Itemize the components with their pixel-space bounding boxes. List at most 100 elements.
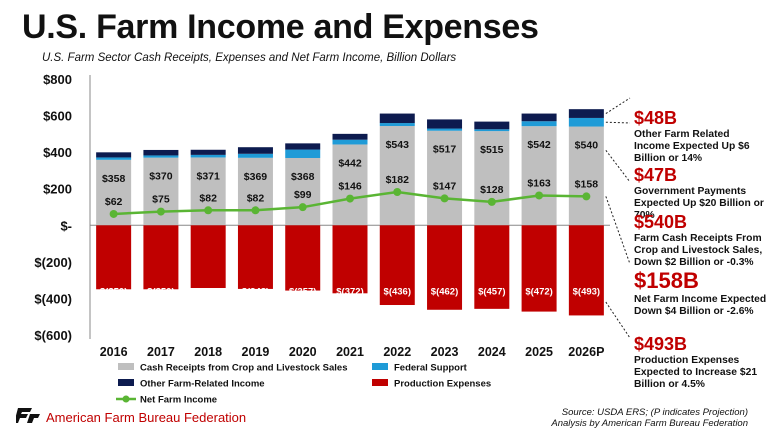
cash-receipts-label: $543 [386,139,410,151]
federal-support-bar [332,139,368,145]
net-farm-income-point [298,203,307,212]
cash-receipts-label: $370 [149,171,173,183]
federal-support-bar [568,117,604,127]
cash-receipts-label: $358 [102,173,126,185]
net-farm-income-label: $99 [294,189,312,201]
production-expenses-label: $(350) [147,286,174,297]
net-farm-income-label: $146 [338,181,362,193]
cash-receipts-bar [474,131,510,226]
cash-receipts-label: $517 [433,144,457,156]
annotation-text: Government Payments Expected Up $20 Bill… [634,186,764,221]
net-farm-income-point [440,194,449,203]
cash-receipts-label: $542 [527,139,551,151]
x-tick-label: 2022 [383,345,411,359]
production-expenses-bar [474,225,510,309]
net-farm-income-point [393,188,402,197]
federal-support-bar [285,149,321,158]
annotation-connector [605,301,631,339]
federal-support-bar [427,128,463,131]
cash-receipts-label: $515 [480,144,504,156]
y-tick-label: $- [60,218,72,233]
annotation-text: Production Expenses Expected to Increase… [634,355,758,390]
net-farm-income-point [156,207,165,216]
production-expenses-label: $(436) [384,286,411,297]
y-tick-label: $400 [43,145,72,160]
net-farm-income-label: $62 [105,196,123,208]
production-expenses-label: $(462) [431,286,458,297]
cash-receipts-label: $442 [338,157,362,169]
legend-swatch [372,379,388,386]
cash-receipts-bar [427,130,463,226]
net-farm-income-label: $128 [480,184,504,196]
legend-label: Federal Support [394,363,468,374]
production-expenses-label: $(457) [478,286,505,297]
annotation-3: $158B Net Farm Income Expected Down $4 Bi… [634,268,768,318]
y-tick-label: $(600) [34,328,72,343]
source-line: Source: USDA ERS; (P indicates Projectio… [561,407,748,418]
cash-receipts-bar [568,126,604,226]
other-income-bar [568,109,604,118]
other-income-bar [521,113,557,122]
other-income-bar [474,121,510,130]
other-income-bar [285,143,321,150]
brand-name: American Farm Bureau Federation [46,410,247,425]
other-income-bar [237,147,273,154]
net-farm-income-label: $147 [433,180,457,192]
net-farm-income-label: $82 [247,192,265,204]
y-tick-label: $600 [43,109,72,124]
x-tick-label: 2023 [431,345,459,359]
x-tick-label: 2017 [147,345,175,359]
legend-label: Net Farm Income [140,395,217,406]
y-tick-label: $(200) [34,255,72,270]
production-expenses-label: $(357) [289,286,316,297]
cash-receipts-label: $371 [197,170,221,182]
federal-support-bar [190,154,226,158]
legend-label: Other Farm-Related Income [140,379,265,390]
net-farm-income-label: $82 [199,192,217,204]
net-farm-income-point [487,197,496,206]
x-tick-label: 2019 [242,345,270,359]
production-expenses-label: $(472) [525,286,552,297]
net-farm-income-label: $75 [152,194,170,206]
x-tick-label: 2021 [336,345,364,359]
annotation-text: Other Farm Related Income Expected Up $6… [634,129,750,164]
federal-support-bar [379,123,415,126]
x-tick-label: 2016 [100,345,128,359]
annotation-1: $47B Government Payments Expected Up $20 … [634,165,768,222]
cash-receipts-bar [285,157,321,226]
production-expenses-bar [285,225,321,291]
net-farm-income-label: $163 [527,177,551,189]
legend-swatch [118,379,134,386]
federal-support-bar [521,121,557,127]
production-expenses-label: $(350) [100,286,127,297]
source-note: Source: USDA ERS; (P indicates Projectio… [551,407,748,429]
federal-support-bar [474,129,510,132]
production-expenses-bar [332,225,368,294]
annotation-value: $540B [634,212,688,232]
annotation-connector [605,97,631,114]
net-farm-income-label: $158 [575,178,599,190]
x-tick-label: 2018 [194,345,222,359]
production-expenses-bar [237,225,273,289]
x-tick-label: 2025 [525,345,553,359]
federal-support-bar [96,157,132,160]
production-expenses-label: $(372) [336,286,363,297]
other-income-bar [427,119,463,129]
annotation-value: $158B [634,268,699,293]
other-income-bar [190,149,226,155]
chart-subtitle: U.S. Farm Sector Cash Receipts, Expenses… [42,52,457,64]
production-expenses-bar [379,225,415,306]
production-expenses-bar [190,225,226,289]
annotation-2: $540B Farm Cash Receipts From Crop and Li… [634,212,768,269]
production-expenses-label: $(343) [194,286,221,297]
cash-receipts-bar [379,125,415,226]
annotation-connector [605,150,631,183]
x-tick-label: 2020 [289,345,317,359]
other-income-bar [96,152,132,158]
page-title: U.S. Farm Income and Expenses [22,8,539,46]
annotation-value: $47B [634,165,678,185]
annotation-connector [605,121,631,124]
federal-support-bar [237,153,273,158]
production-expenses-label: $(348) [242,286,269,297]
